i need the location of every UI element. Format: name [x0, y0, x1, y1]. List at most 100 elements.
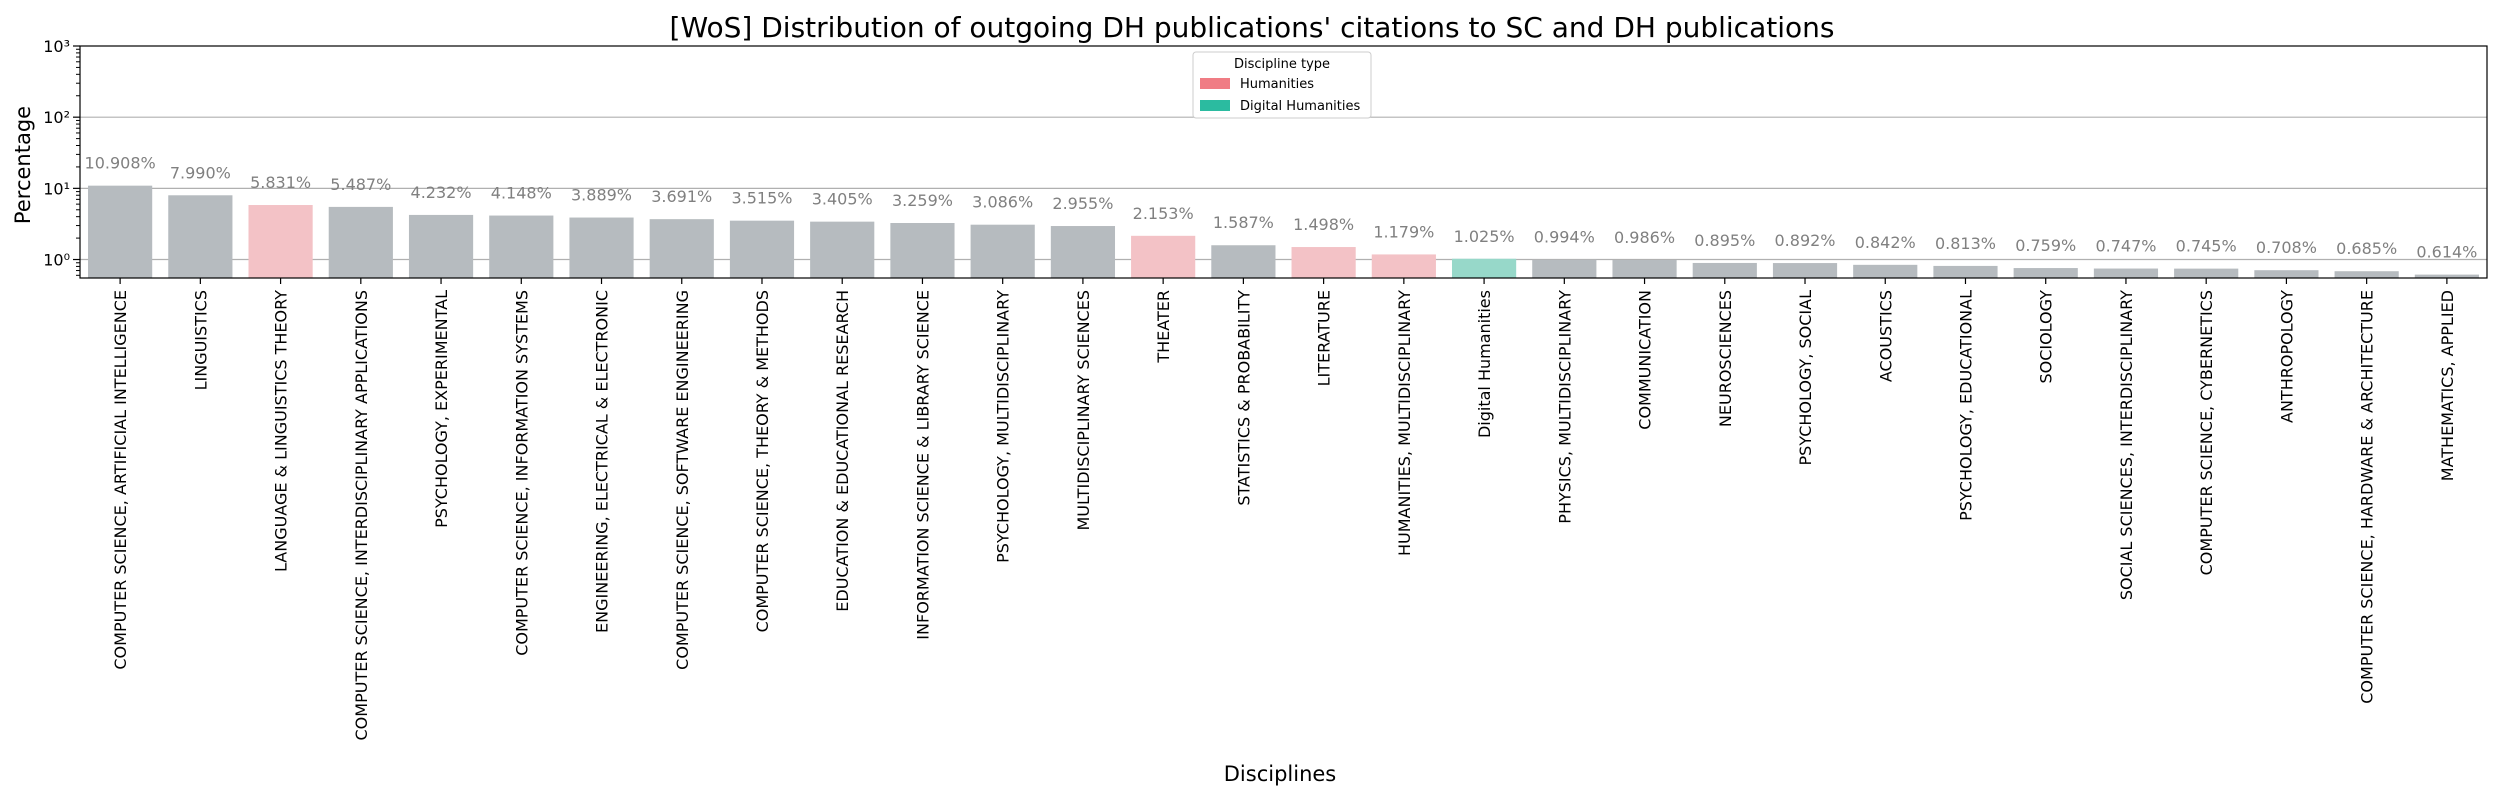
bar [1532, 259, 1597, 278]
x-tick-label: ANTHROPOLOGY [2277, 290, 2296, 423]
x-tick-label: COMPUTER SCIENCE, CYBERNETICS [2197, 290, 2216, 575]
y-tick-label: 10⁰ [43, 251, 70, 270]
value-label: 0.842% [1855, 233, 1916, 252]
value-label: 1.587% [1213, 213, 1274, 232]
x-tick-label: COMPUTER SCIENCE, THEORY & METHODS [753, 290, 772, 632]
value-label: 5.487% [330, 175, 391, 194]
value-label: 0.986% [1614, 228, 1675, 247]
value-label: 3.691% [651, 187, 712, 206]
bar [2013, 268, 2078, 278]
value-label: 5.831% [250, 173, 311, 192]
x-tick-label: LANGUAGE & LINGUISTICS THEORY [272, 290, 291, 572]
x-tick-label: COMPUTER SCIENCE, INFORMATION SYSTEMS [512, 290, 531, 656]
y-tick-label: 10² [43, 108, 70, 127]
value-label: 7.990% [170, 163, 231, 182]
bar [2093, 268, 2159, 278]
bar [1371, 254, 1436, 278]
value-label: 2.955% [1052, 194, 1113, 213]
x-tick-label: STATISTICS & PROBABILITY [1234, 290, 1253, 506]
value-label: 3.259% [892, 191, 953, 210]
x-tick-label: MATHEMATICS, APPLIED [2438, 290, 2457, 481]
x-tick-label: LITERATURE [1315, 290, 1334, 386]
legend: Discipline type Humanities Digital Human… [1192, 51, 1372, 119]
legend-title: Discipline type [1234, 57, 1330, 72]
bar [489, 215, 554, 278]
x-tick-label: HUMANITIES, MULTIDISCIPLINARY [1395, 290, 1414, 556]
legend-swatch-humanities [1200, 78, 1230, 89]
plot-frame [79, 45, 2488, 279]
value-label: 0.813% [1935, 234, 1996, 253]
bar [1612, 259, 1677, 278]
y-axis-label: Percentage [11, 106, 35, 224]
x-tick-label: LINGUISTICS [191, 290, 210, 390]
bar [890, 223, 955, 278]
bar [810, 221, 875, 278]
bar [1050, 226, 1116, 278]
bar [88, 185, 153, 278]
bars [88, 185, 2479, 278]
x-tick-label: THEATER [1154, 290, 1173, 364]
bar [328, 206, 393, 278]
value-label: 3.515% [731, 189, 792, 208]
x-tick-label: MULTIDISCIPLINARY SCIENCES [1074, 290, 1093, 531]
x-tick-label: EDUCATION & EDUCATIONAL RESEARCH [833, 290, 852, 612]
bar [1291, 247, 1356, 278]
x-tick-label: PSYCHOLOGY, MULTIDISCIPLINARY [994, 290, 1013, 563]
value-label: 0.892% [1775, 231, 1836, 250]
legend-swatch-digital-humanities [1200, 100, 1230, 111]
value-label: 3.405% [812, 190, 873, 209]
x-tick-label: SOCIOLOGY [2037, 290, 2056, 384]
chart-title: [WoS] Distribution of outgoing DH public… [670, 11, 1835, 44]
value-label: 0.745% [2176, 237, 2237, 256]
value-label: 10.908% [85, 154, 156, 173]
y-axis-ticks: 10⁰ 10¹ 10² 10³ [43, 37, 80, 276]
x-tick-label: COMPUTER SCIENCE, INTERDISCIPLINARY APPL… [352, 290, 371, 740]
value-labels: 10.908% 7.990% 5.831% 5.487% 4.232% 4.148% 3.8… [85, 154, 2478, 262]
x-tick-label: SOCIAL SCIENCES, INTERDISCIPLINARY [2117, 290, 2136, 600]
bar [2414, 274, 2479, 278]
legend-label-humanities: Humanities [1240, 77, 1314, 92]
legend-frame [1192, 51, 1372, 119]
x-tick-label: INFORMATION SCIENCE & LIBRARY SCIENCE [913, 290, 932, 640]
x-axis-label: Disciplines [1224, 762, 1337, 786]
bar [1451, 258, 1517, 278]
value-label: 0.614% [2416, 243, 2477, 262]
x-tick-label: Digital Humanities [1475, 290, 1494, 438]
bar [1853, 264, 1918, 278]
value-label: 1.179% [1373, 222, 1434, 241]
y-tick-label: 10¹ [43, 179, 70, 198]
value-label: 1.498% [1293, 215, 1354, 234]
value-label: 0.708% [2256, 238, 2317, 257]
legend-label-digital-humanities: Digital Humanities [1240, 99, 1360, 114]
x-tick-label: PSYCHOLOGY, SOCIAL [1796, 290, 1815, 466]
value-label: 0.994% [1534, 228, 1595, 247]
bar [729, 220, 795, 278]
x-tick-label: PSYCHOLOGY, EDUCATIONAL [1956, 290, 1975, 521]
x-tick-label: ACOUSTICS [1876, 290, 1895, 382]
x-tick-label: COMMUNICATION [1636, 290, 1655, 430]
value-label: 1.025% [1454, 227, 1515, 246]
y-tick-label: 10³ [43, 37, 70, 56]
value-label: 3.889% [571, 186, 632, 205]
bar [1131, 235, 1196, 278]
x-tick-label: COMPUTER SCIENCE, HARDWARE & ARCHITECTUR… [2358, 290, 2377, 704]
bar [1772, 263, 1838, 278]
bar [970, 224, 1035, 278]
value-label: 4.148% [491, 184, 552, 203]
x-tick-label: ENGINEERING, ELECTRICAL & ELECTRONIC [593, 290, 612, 633]
bar [248, 205, 313, 278]
bar [1692, 262, 1757, 278]
value-label: 0.895% [1694, 231, 1755, 250]
value-label: 0.747% [2095, 237, 2156, 256]
bar [168, 195, 233, 278]
value-label: 4.232% [411, 183, 472, 202]
bar [2174, 268, 2239, 278]
value-label: 3.086% [972, 193, 1033, 212]
x-axis-ticks: COMPUTER SCIENCE, ARTIFICIAL INTELLIGENC… [111, 278, 2457, 740]
bar [1933, 265, 1998, 278]
value-label: 0.685% [2336, 239, 2397, 258]
x-tick-label: COMPUTER SCIENCE, ARTIFICIAL INTELLIGENC… [111, 290, 130, 670]
value-label: 2.153% [1133, 204, 1194, 223]
bar [2254, 270, 2319, 278]
